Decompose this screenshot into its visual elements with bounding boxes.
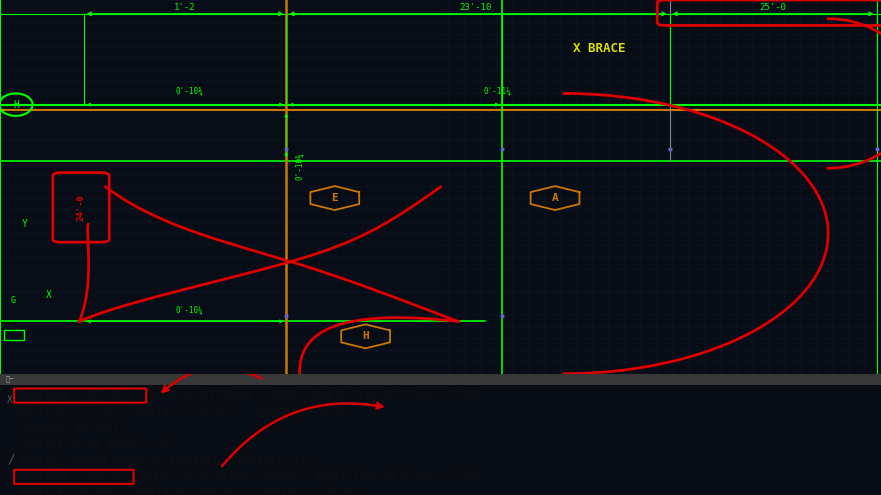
Text: Y: Y (22, 219, 27, 229)
Text: X BRACE: X BRACE (573, 42, 626, 55)
Text: ⋮⋯: ⋮⋯ (5, 375, 14, 382)
Text: Command: ds DIST: Command: ds DIST (19, 423, 120, 433)
Text: 25'-0: 25'-0 (759, 3, 786, 12)
Text: 24'-0: 24'-0 (77, 194, 85, 221)
Text: Angle in XY Plane = 90.00,  Angle from XY Plane = 0.00: Angle in XY Plane = 90.00, Angle from XY… (134, 471, 478, 481)
Bar (4, 330, 24, 340)
Text: Specify second point or [Multiple points]:  to: Specify second point or [Multiple points… (19, 455, 307, 466)
Text: Distance = 24'-0": Distance = 24'-0" (19, 471, 132, 481)
Text: Distance = 25'-0",: Distance = 25'-0", (19, 390, 144, 400)
Text: /: / (7, 452, 15, 465)
FancyArrowPatch shape (163, 368, 262, 392)
FancyArrowPatch shape (222, 403, 382, 466)
Text: 0'-10¼: 0'-10¼ (175, 305, 204, 314)
Text: 1'-2: 1'-2 (174, 3, 196, 12)
Text: Angle in XY Plane = 0.00,  Angle from XY Plane = 0.00: Angle in XY Plane = 0.00, Angle from XY … (146, 390, 478, 400)
Text: G: G (11, 297, 16, 305)
Text: X: X (7, 396, 13, 405)
Text: H: H (362, 331, 369, 342)
Text: 0'-11¼: 0'-11¼ (484, 86, 512, 96)
Text: 0'-10¾: 0'-10¾ (295, 152, 304, 180)
Text: H: H (13, 99, 19, 110)
Text: A: A (552, 193, 559, 203)
Text: 23'-10: 23'-10 (460, 3, 492, 12)
Bar (0, 374, 881, 385)
Text: Delta X = 0'-0",   Delta Y = 24'-0",   Delta Z = 0'-0": Delta X = 0'-0", Delta Y = 24'-0", Delta… (19, 488, 357, 495)
Text: E: E (331, 193, 338, 203)
Text: 0'-10¾: 0'-10¾ (175, 86, 204, 96)
Text: Delta X = 25'-0",  Delta Y = 0'-0",   Delta Z = 0'-0": Delta X = 25'-0", Delta Y = 0'-0", Delta… (19, 406, 351, 416)
Text: Specify first point:  of: Specify first point: of (19, 439, 169, 449)
Text: X: X (46, 290, 51, 300)
